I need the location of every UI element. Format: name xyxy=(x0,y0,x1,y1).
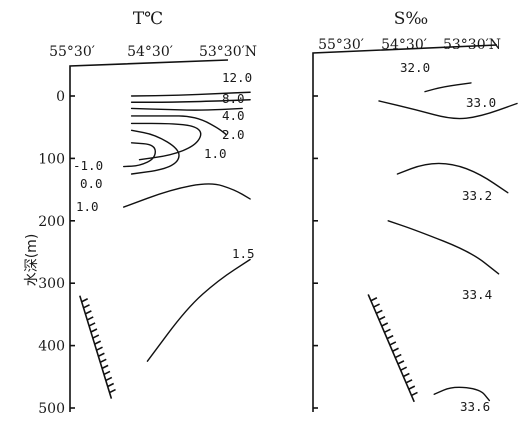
depth-tick-label: 0 xyxy=(56,89,65,105)
depth-tick-label: 200 xyxy=(38,214,65,230)
seabed-hatch xyxy=(408,385,416,390)
longitude-tick-label: 55°30′ xyxy=(318,37,364,53)
isoline-label: -1.0 xyxy=(73,158,103,173)
longitude-tick-label: 54°30′ xyxy=(127,44,173,60)
seabed-hatch xyxy=(90,328,98,333)
seabed-hatch xyxy=(105,376,113,382)
seabed-hatch xyxy=(373,303,380,308)
seabed-hatch xyxy=(392,347,399,352)
isoline-32.0 xyxy=(424,82,472,93)
seabed-line xyxy=(367,294,415,403)
panel-0-frame xyxy=(69,59,229,412)
seabed-hatch xyxy=(405,379,413,384)
seabed-hatch xyxy=(99,358,107,364)
isoline-label: 0.0 xyxy=(80,176,103,191)
seabed-line xyxy=(79,295,113,399)
seabed-hatch xyxy=(400,366,408,371)
isoline-label: 33.4 xyxy=(462,287,492,302)
isoline-33.6 xyxy=(433,386,491,402)
depth-tick-label: 300 xyxy=(38,276,65,292)
seabed-hatch xyxy=(85,310,92,315)
isoline-1.5 xyxy=(146,258,251,362)
isoline-label: 4.0 xyxy=(222,108,245,123)
isoline-label: 1.0 xyxy=(204,146,227,161)
isoline-1.0 xyxy=(123,183,251,208)
isoline-1.0 xyxy=(130,122,202,161)
seabed-hatch xyxy=(83,304,90,309)
seabed-hatch xyxy=(81,298,89,303)
depth-tick-label: 500 xyxy=(38,401,65,417)
seabed-hatch xyxy=(381,322,389,327)
longitude-tick-label: 53°30′N xyxy=(443,37,501,53)
isoline-4.0 xyxy=(130,107,243,111)
longitude-tick-label: 53°30′N xyxy=(199,44,257,60)
isoline-33.2 xyxy=(396,162,509,194)
isoline-12.0 xyxy=(130,91,251,97)
seabed-hatch xyxy=(403,372,410,378)
seabed-hatch xyxy=(101,364,109,370)
temperature-panel-title: T℃ xyxy=(133,9,163,29)
longitude-tick-label: 54°30′ xyxy=(381,37,427,53)
isoline-2.0 xyxy=(130,115,228,136)
isoline-label: 8.0 xyxy=(222,91,245,106)
seabed-hatch xyxy=(103,370,111,376)
seabed-hatch xyxy=(370,297,378,302)
isoline-label: 33.2 xyxy=(462,188,492,203)
seabed-hatch xyxy=(109,388,116,394)
isoline-0.0 xyxy=(130,129,180,175)
seabed-hatch xyxy=(92,334,100,339)
isoline-label: 1.5 xyxy=(232,246,255,261)
temperature-section-panel: T℃ 55°30′ 54°30′ 53°30′N 水深(m) 0 100 200 300 4… xyxy=(24,9,257,417)
seabed-hatch xyxy=(88,322,96,327)
isoline-label: 2.0 xyxy=(222,127,245,142)
isoline-label: 1.0 xyxy=(76,199,99,214)
seabed-hatch xyxy=(86,316,94,321)
seabed-hatch xyxy=(384,328,391,334)
isoline-8.0 xyxy=(130,99,251,103)
isoline-33.4 xyxy=(387,220,500,275)
seabed-hatch xyxy=(411,391,418,397)
seabed-hatch xyxy=(394,353,402,359)
salinity-panel-title: S‰ xyxy=(394,9,428,29)
depth-tick-label: 100 xyxy=(38,151,65,167)
longitude-tick-label: 55°30′ xyxy=(49,44,95,60)
seabed-hatch xyxy=(375,309,383,315)
isoline-label: 12.0 xyxy=(222,70,252,85)
seabed-hatch xyxy=(96,346,103,351)
seabed-hatch xyxy=(107,382,115,388)
isoline--1.0 xyxy=(123,142,157,168)
seabed-hatch xyxy=(386,334,394,340)
seabed-hatch xyxy=(397,360,405,365)
salinity-section-panel: S‰ 55°30′ 54°30′ 53°30′N 32.0 33.0 33.2 33.4 3… xyxy=(312,9,518,414)
depth-axis-label: 水深(m) xyxy=(24,234,40,287)
isoline-33.0 xyxy=(378,100,518,120)
seabed-hatch xyxy=(98,352,105,357)
seabed-hatch xyxy=(389,341,397,346)
panel-1-frame xyxy=(312,44,498,412)
isoline-label: 32.0 xyxy=(400,60,430,75)
depth-tick-label: 400 xyxy=(38,339,65,355)
isoline-label: 33.0 xyxy=(466,95,496,110)
seabed-hatch xyxy=(378,315,386,321)
seabed-hatch xyxy=(94,340,102,345)
isoline-label: 33.6 xyxy=(460,399,490,414)
